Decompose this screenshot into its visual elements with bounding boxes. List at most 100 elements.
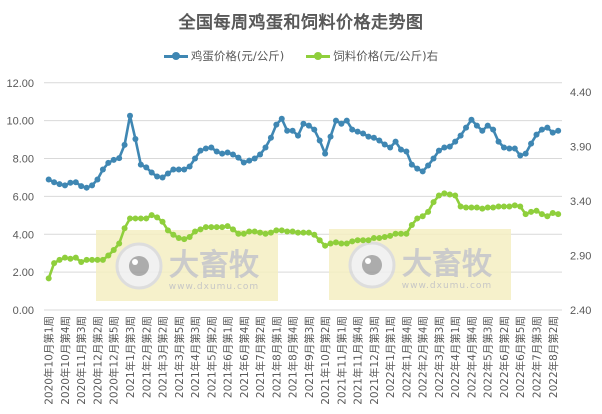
data-point[interactable] bbox=[83, 184, 90, 191]
data-point[interactable] bbox=[354, 128, 361, 135]
data-point[interactable] bbox=[544, 124, 551, 131]
data-point[interactable] bbox=[522, 150, 529, 157]
data-point[interactable] bbox=[127, 215, 133, 222]
data-point[interactable] bbox=[446, 143, 453, 150]
data-point[interactable] bbox=[278, 227, 285, 234]
data-point[interactable] bbox=[197, 226, 204, 233]
data-point[interactable] bbox=[327, 133, 334, 140]
data-point[interactable] bbox=[506, 145, 513, 152]
data-point[interactable] bbox=[132, 215, 139, 222]
data-point[interactable] bbox=[251, 228, 258, 235]
data-point[interactable] bbox=[500, 144, 507, 151]
data-point[interactable] bbox=[479, 127, 486, 134]
data-point[interactable] bbox=[522, 211, 529, 218]
data-point[interactable] bbox=[72, 254, 79, 261]
data-point[interactable] bbox=[170, 231, 177, 238]
data-point[interactable] bbox=[45, 176, 52, 183]
legend-item-feed[interactable]: 饲料价格(元/公斤)右 bbox=[306, 48, 438, 64]
data-point[interactable] bbox=[322, 242, 329, 249]
data-point[interactable] bbox=[110, 247, 117, 254]
data-point[interactable] bbox=[257, 229, 264, 236]
data-point[interactable] bbox=[186, 163, 193, 170]
data-point[interactable] bbox=[555, 127, 562, 134]
data-point[interactable] bbox=[273, 121, 280, 128]
data-point[interactable] bbox=[490, 126, 497, 133]
data-point[interactable] bbox=[257, 151, 264, 158]
data-point[interactable] bbox=[403, 230, 410, 237]
data-point[interactable] bbox=[159, 218, 166, 225]
data-point[interactable] bbox=[387, 144, 394, 151]
data-point[interactable] bbox=[78, 259, 85, 266]
data-point[interactable] bbox=[495, 203, 502, 210]
data-point[interactable] bbox=[544, 213, 551, 220]
data-point[interactable] bbox=[381, 141, 388, 148]
data-point[interactable] bbox=[538, 126, 545, 133]
data-point[interactable] bbox=[484, 122, 491, 129]
data-point[interactable] bbox=[61, 254, 68, 261]
data-point[interactable] bbox=[322, 150, 329, 157]
data-point[interactable] bbox=[533, 131, 540, 138]
data-point[interactable] bbox=[295, 132, 302, 139]
data-point[interactable] bbox=[246, 228, 253, 235]
data-point[interactable] bbox=[229, 226, 236, 233]
data-point[interactable] bbox=[376, 137, 383, 144]
data-point[interactable] bbox=[349, 126, 356, 133]
data-point[interactable] bbox=[354, 237, 361, 244]
data-point[interactable] bbox=[441, 144, 448, 151]
data-point[interactable] bbox=[457, 132, 464, 139]
data-point[interactable] bbox=[235, 154, 242, 161]
data-point[interactable] bbox=[463, 124, 470, 131]
data-point[interactable] bbox=[105, 159, 112, 166]
data-point[interactable] bbox=[202, 224, 209, 231]
data-point[interactable] bbox=[457, 203, 464, 210]
data-point[interactable] bbox=[500, 203, 507, 210]
data-point[interactable] bbox=[94, 256, 101, 263]
data-point[interactable] bbox=[435, 147, 442, 154]
data-point[interactable] bbox=[143, 215, 150, 222]
data-point[interactable] bbox=[202, 145, 209, 152]
data-point[interactable] bbox=[251, 155, 258, 162]
data-point[interactable] bbox=[473, 122, 480, 129]
data-point[interactable] bbox=[99, 166, 106, 173]
data-point[interactable] bbox=[159, 174, 166, 181]
data-point[interactable] bbox=[387, 232, 394, 239]
data-point[interactable] bbox=[262, 144, 269, 151]
data-point[interactable] bbox=[110, 156, 117, 163]
data-point[interactable] bbox=[403, 148, 410, 155]
data-point[interactable] bbox=[208, 144, 215, 151]
data-point[interactable] bbox=[376, 235, 383, 242]
data-point[interactable] bbox=[311, 126, 318, 133]
data-point[interactable] bbox=[479, 205, 486, 212]
data-point[interactable] bbox=[332, 117, 339, 124]
data-point[interactable] bbox=[430, 199, 437, 206]
data-point[interactable] bbox=[365, 237, 372, 244]
data-point[interactable] bbox=[105, 252, 112, 259]
data-point[interactable] bbox=[148, 212, 155, 219]
data-point[interactable] bbox=[311, 231, 318, 238]
data-point[interactable] bbox=[343, 117, 350, 124]
data-point[interactable] bbox=[414, 215, 421, 222]
data-point[interactable] bbox=[175, 166, 182, 173]
data-point[interactable] bbox=[343, 240, 350, 247]
data-point[interactable] bbox=[197, 147, 204, 154]
data-point[interactable] bbox=[295, 229, 302, 236]
data-point[interactable] bbox=[408, 221, 415, 228]
data-point[interactable] bbox=[338, 240, 345, 247]
data-point[interactable] bbox=[224, 149, 231, 156]
data-point[interactable] bbox=[441, 190, 448, 197]
data-point[interactable] bbox=[51, 179, 58, 186]
data-point[interactable] bbox=[517, 152, 524, 159]
data-point[interactable] bbox=[533, 207, 540, 214]
data-point[interactable] bbox=[365, 133, 372, 140]
data-point[interactable] bbox=[332, 239, 339, 246]
data-point[interactable] bbox=[528, 208, 535, 215]
data-point[interactable] bbox=[452, 192, 459, 199]
data-point[interactable] bbox=[137, 161, 144, 168]
data-point[interactable] bbox=[398, 146, 404, 153]
data-point[interactable] bbox=[305, 229, 312, 236]
data-point[interactable] bbox=[511, 202, 518, 209]
data-point[interactable] bbox=[154, 214, 161, 221]
data-point[interactable] bbox=[67, 255, 74, 262]
data-point[interactable] bbox=[208, 224, 215, 231]
data-point[interactable] bbox=[349, 238, 356, 245]
